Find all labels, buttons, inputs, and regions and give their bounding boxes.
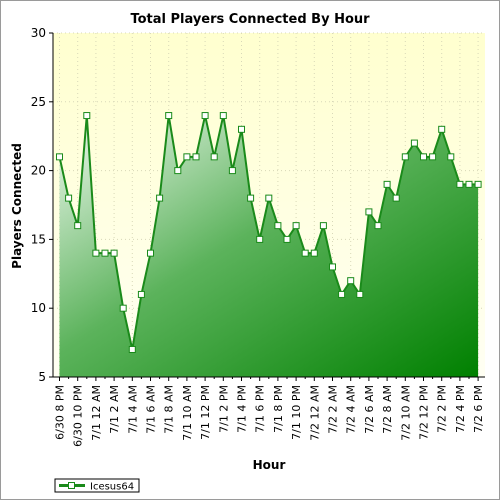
data-point-marker — [310, 249, 318, 257]
data-point-marker — [147, 249, 154, 257]
x-tick-label: 7/2 4 AM — [345, 385, 358, 434]
x-tick-label: 7/2 2 PM — [436, 385, 449, 433]
x-tick-label: 7/2 4 PM — [454, 385, 467, 433]
x-tick-label: 7/2 6 PM — [472, 385, 485, 433]
data-point-marker — [256, 235, 264, 243]
data-point-marker — [420, 153, 427, 161]
legend-swatch-marker — [68, 482, 75, 489]
data-point-marker — [65, 194, 73, 202]
data-point-marker — [429, 153, 437, 161]
data-point-marker — [374, 222, 382, 230]
series-markers — [56, 112, 482, 353]
data-point-marker — [438, 125, 446, 133]
data-point-marker — [265, 194, 273, 202]
x-tick-label: 7/1 6 PM — [254, 385, 267, 433]
y-tick-label: 20 — [31, 164, 46, 178]
x-tick-label: 7/2 8 AM — [381, 385, 394, 434]
axes — [49, 32, 485, 381]
data-point-marker — [247, 194, 255, 202]
data-point-marker — [210, 153, 218, 161]
series-area — [59, 115, 479, 377]
data-point-marker — [201, 112, 209, 120]
data-point-marker — [329, 263, 336, 271]
x-tick-label: 6/30 8 PM — [54, 385, 67, 440]
x-tick-label: 7/1 2 PM — [217, 385, 230, 433]
data-point-marker — [401, 153, 409, 161]
legend-box — [54, 478, 140, 493]
data-point-marker — [238, 125, 245, 133]
y-tick-label: 30 — [31, 26, 46, 40]
data-point-marker — [301, 249, 309, 257]
x-tick-label: 7/1 4 AM — [126, 385, 139, 434]
data-point-marker — [456, 180, 464, 188]
data-point-marker — [101, 249, 109, 257]
data-point-marker — [228, 167, 236, 175]
x-tick-label: 7/2 12 PM — [418, 385, 431, 440]
data-point-marker — [92, 249, 100, 257]
x-tick-label: 7/1 12 PM — [199, 385, 212, 440]
x-tick-label: 7/1 10 PM — [290, 385, 303, 440]
data-point-marker — [83, 112, 91, 120]
data-point-marker — [338, 290, 346, 298]
data-point-marker — [156, 194, 164, 202]
x-tick-label: 7/1 8 AM — [163, 385, 176, 434]
legend: Icesus64 — [54, 478, 140, 493]
data-point-marker — [347, 277, 355, 285]
data-point-marker — [283, 235, 291, 243]
data-point-marker — [365, 208, 373, 216]
data-point-marker — [410, 139, 418, 147]
x-tick-label: 7/2 2 AM — [327, 385, 340, 434]
data-point-marker — [392, 194, 400, 202]
y-tick-label: 25 — [31, 95, 46, 109]
x-axis-label: Hour — [253, 458, 286, 472]
y-axis-label: Players Connected — [10, 143, 24, 269]
data-point-marker — [465, 180, 473, 188]
data-point-marker — [219, 112, 227, 120]
x-tick-labels: 6/30 8 PM 6/30 10 PM 7/1 12 AM 7/1 2 AM 7/1 … — [54, 385, 486, 447]
y-tick-label: 5 — [38, 370, 46, 384]
x-tick-label: 7/2 6 AM — [363, 385, 376, 434]
x-tick-label: 7/1 12 AM — [90, 385, 103, 441]
data-point-marker — [474, 180, 482, 188]
data-point-marker — [119, 304, 127, 312]
x-tick-label: 6/30 10 PM — [72, 385, 85, 447]
data-point-marker — [165, 112, 173, 120]
data-point-marker — [192, 153, 200, 161]
x-tick-label: 7/2 12 AM — [308, 385, 321, 441]
data-point-marker — [128, 345, 136, 353]
data-point-marker — [447, 153, 455, 161]
x-tick-label: 7/1 6 AM — [145, 385, 158, 434]
data-point-marker — [174, 167, 182, 175]
data-point-marker — [137, 290, 145, 298]
x-tick-label: 7/1 8 PM — [272, 385, 285, 433]
y-tick-label: 10 — [31, 301, 46, 315]
data-point-marker — [292, 222, 300, 230]
chart-title: Total Players Connected By Hour — [130, 12, 370, 27]
y-tick-label: 15 — [31, 232, 46, 246]
x-tick-label: 7/1 4 PM — [236, 385, 249, 433]
x-tick-label: 7/1 2 AM — [108, 385, 121, 434]
data-point-marker — [110, 249, 118, 257]
data-point-marker — [319, 222, 327, 230]
data-point-marker — [383, 180, 391, 188]
data-point-marker — [74, 222, 82, 230]
data-point-marker — [56, 153, 63, 161]
data-point-marker — [183, 153, 191, 161]
data-point-marker — [274, 222, 282, 230]
x-tick-label: 7/1 10 AM — [181, 385, 194, 441]
legend-label: Icesus64 — [90, 482, 134, 493]
data-point-marker — [356, 290, 364, 298]
x-tick-label: 7/2 10 AM — [399, 385, 412, 441]
y-tick-labels: 5 10 15 20 25 30 — [31, 26, 46, 384]
